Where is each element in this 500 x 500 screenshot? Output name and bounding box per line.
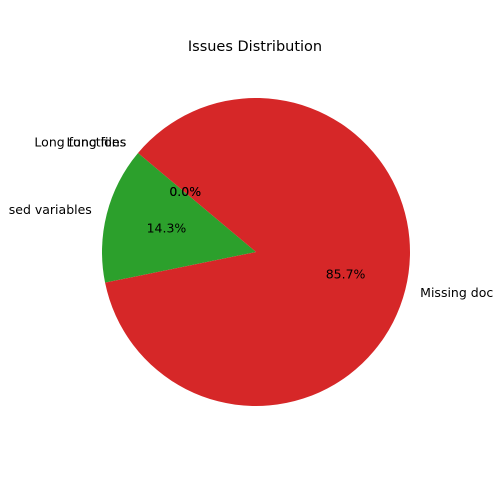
slice-label-unused-variables: sed variables: [9, 202, 92, 217]
percent-label-long-files: 0.0%: [169, 184, 201, 199]
percent-label-unused-variables: 14.3%: [147, 221, 187, 236]
pie-slices: [102, 98, 411, 407]
percent-label-long-functions: 0.0%: [169, 184, 201, 199]
slice-label-missing-docs: Missing doc: [420, 285, 493, 300]
pie-slice-unused-variables: [102, 153, 256, 283]
slice-label-long-files: Long files: [66, 135, 126, 150]
slice-label-long-functions: Long functions: [34, 135, 126, 150]
pie-slice-missing-docs: [105, 98, 411, 407]
chart-title: Issues Distribution: [188, 39, 322, 55]
percent-label-missing-docs: 85.7%: [326, 266, 366, 281]
